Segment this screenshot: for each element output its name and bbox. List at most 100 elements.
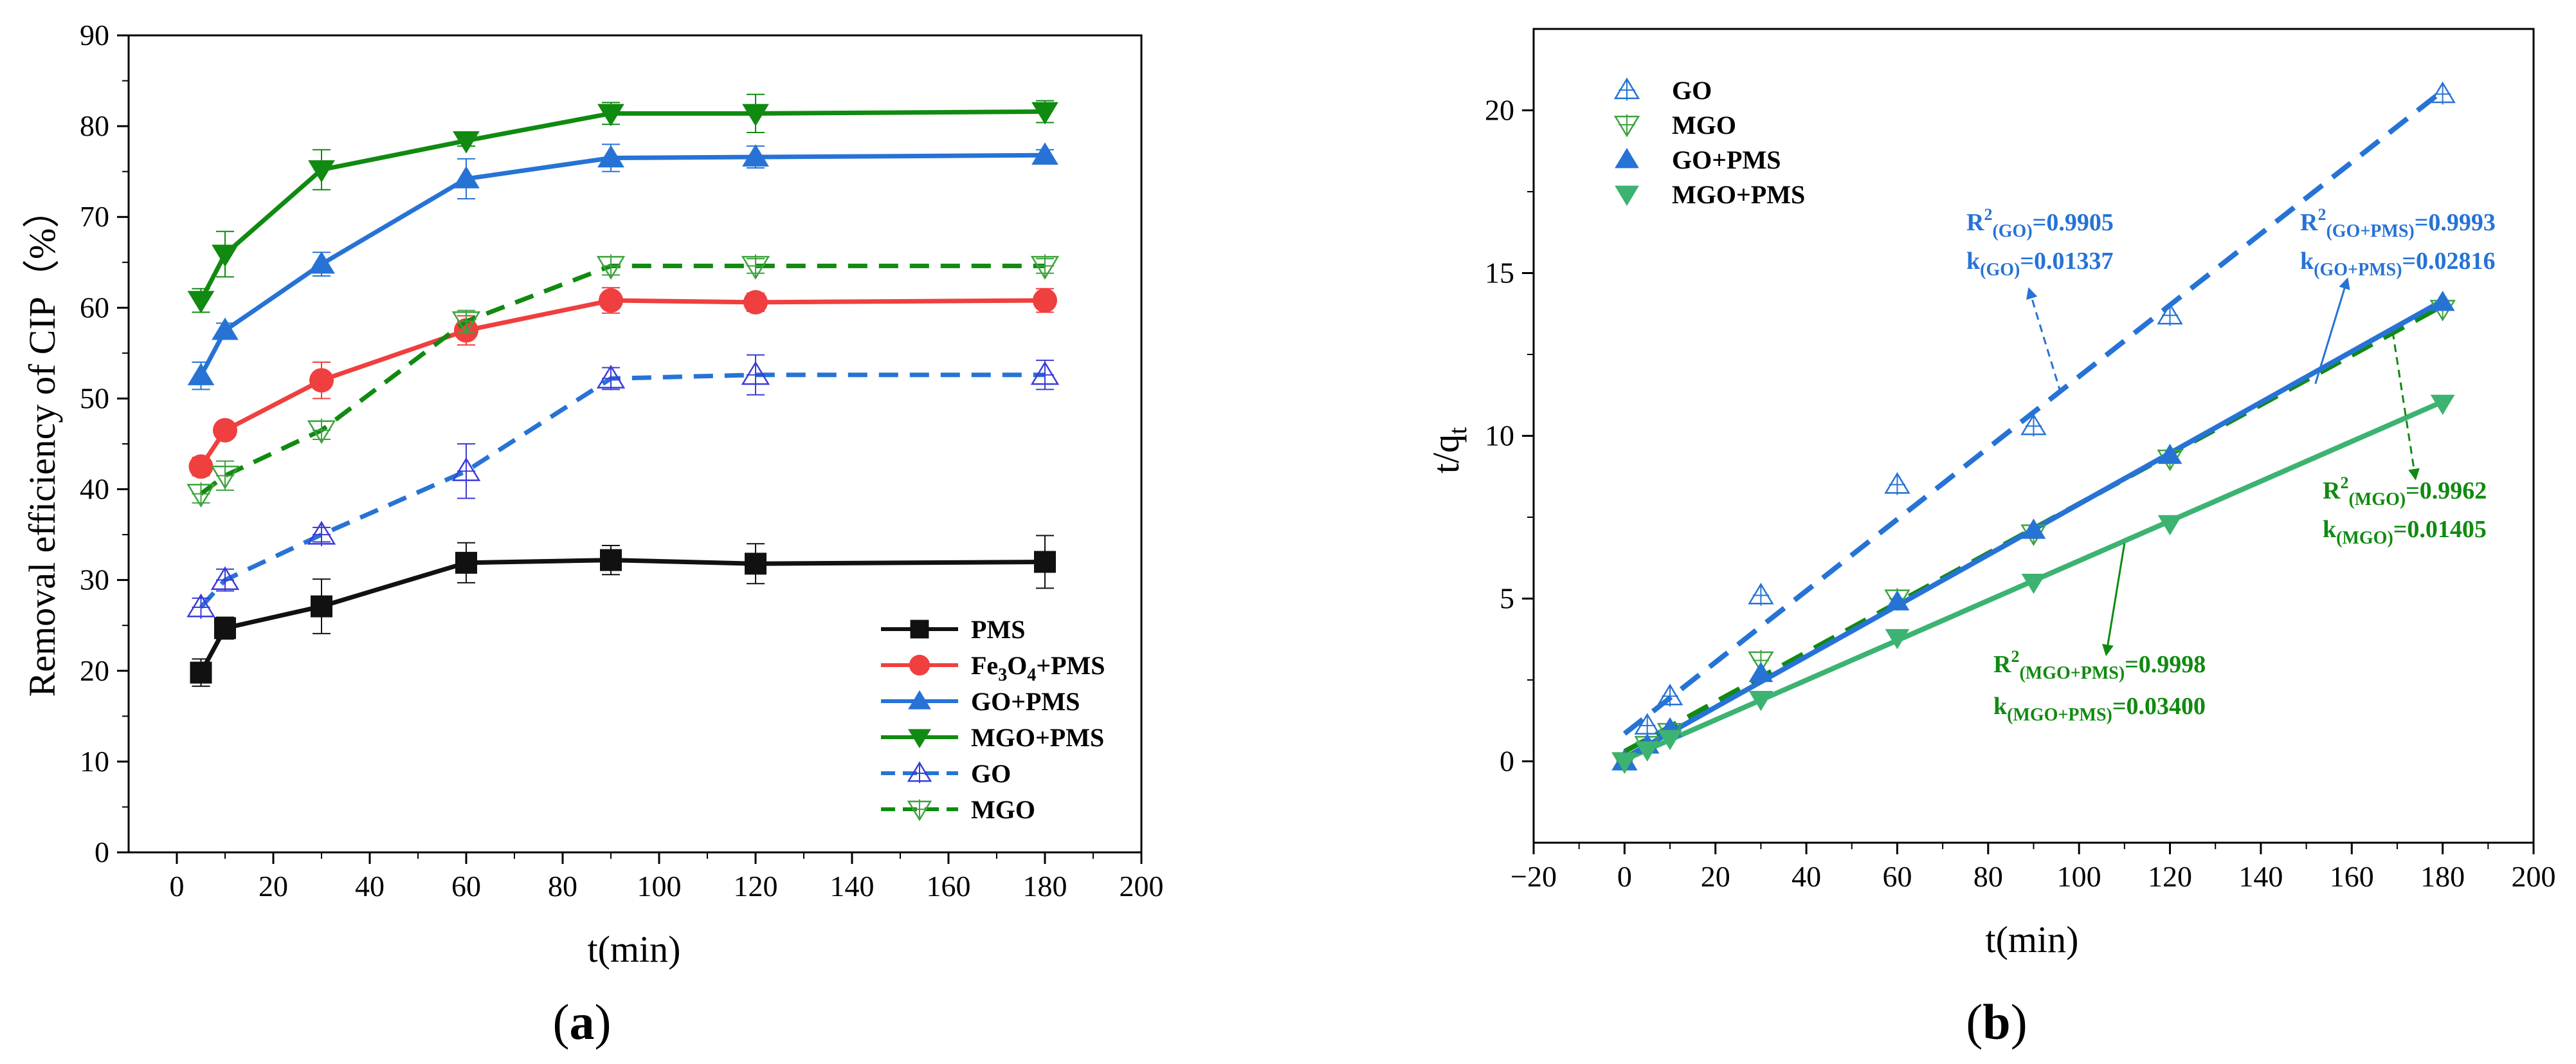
data-point [186,482,215,508]
data-point [2157,443,2182,464]
data-point [210,566,240,592]
x-tick-label: 100 [2057,860,2101,893]
arrow-go [2026,287,2062,394]
data-point [1658,729,1682,751]
data-point [212,244,239,268]
data-point-shape [1748,661,1773,683]
data-point [2430,290,2455,311]
data-point-shape [187,291,215,314]
panel-b-x-axis-title: t(min) [1986,919,2079,960]
x-tick-label: 40 [355,870,385,903]
x-tick-label: 0 [170,870,185,903]
y-tick-label: 0 [95,836,109,868]
data-point [596,254,626,280]
data-point-shape [1658,729,1682,751]
annotation-gopms: R2(GO+PMS)=0.9993 k(GO+PMS)=0.02816 [2300,205,2496,280]
x-tick-label: 200 [2512,860,2556,893]
data-point-shape [308,160,335,183]
y-tick-label: 20 [1485,94,1514,127]
data-point [2157,515,2182,536]
data-point [307,418,336,445]
legend-label: GO+PMS [971,687,1080,716]
panel-a-label: (a) [553,994,612,1050]
panel-b-chart: −20 0 20 40 60 80 100 120 140 160 180 200 0 5 10 15 20 t… [1425,28,2556,1050]
data-point [741,361,770,387]
y-tick-label: 5 [1500,582,1514,615]
legend-label: MGO+PMS [971,723,1104,752]
data-point [213,417,237,443]
data-point-shape [1885,590,1910,610]
data-point [2021,573,2046,594]
x-tick-label: 0 [1617,860,1632,893]
legend-marker [1615,147,1639,169]
annotation-mgopms-k: k(MGO+PMS)=0.03400 [1993,693,2206,725]
data-point [187,363,215,385]
data-point-shape [453,165,480,188]
annotation-mgo-k: k(MGO)=0.01405 [2323,516,2487,548]
x-tick-label: 60 [1882,860,1912,893]
panel-b-legend: GO MGO GO+PMS MGO+PMS [1613,76,1805,209]
data-point-shape [212,317,239,340]
data-point [743,289,768,315]
data-point [214,617,236,639]
fit-line-go [1622,88,2445,736]
y-tick-label: 80 [80,109,109,142]
x-tick-label: 180 [2420,860,2465,893]
data-point [187,291,215,314]
data-point [453,131,480,154]
data-point [597,145,624,168]
series-fe3o4-pms [188,287,1057,479]
data-point [1884,472,1910,495]
panel-b-y-axis-title: t/qt [1425,427,1472,473]
data-point [188,454,213,479]
legend-marker [1615,185,1639,206]
legend-item-mgo-pms: MGO+PMS [881,723,1104,752]
data-point [1034,551,1056,573]
data-point [742,144,769,167]
legend-marker [909,654,930,676]
data-point [600,549,622,571]
y-tick-label: 60 [80,291,109,324]
legend-item-go: GO [881,759,1011,788]
data-point [1885,590,1910,610]
data-point [1033,288,1057,313]
data-point [742,104,769,127]
annotation-mgo-r2: R2(MGO)=0.9962 [2323,473,2487,509]
data-point [307,520,336,547]
data-point-shape [2430,290,2455,311]
legend-label: GO [971,759,1011,788]
series-go [186,354,1060,619]
data-point-shape [1031,142,1058,165]
data-point [451,309,481,335]
series-mgo [186,254,1060,508]
data-point [597,104,624,127]
panel-b-series [1611,81,2456,775]
y-tick-label: 50 [80,381,109,414]
legend-marker-shape [908,690,931,710]
legend-label: Fe3O4+PMS [971,651,1105,685]
y-tick-label: 0 [1500,745,1514,778]
data-point-shape [2430,394,2455,415]
data-point [1748,691,1773,711]
x-tick-label: 120 [734,870,778,903]
data-point [741,254,770,280]
data-point-shape [2157,515,2182,536]
x-tick-label: 160 [927,870,971,903]
legend-marker [907,799,932,821]
data-point-shape [1612,753,1637,773]
data-point-shape [1635,741,1660,762]
legend-label: MGO+PMS [1672,180,1805,209]
data-point [1612,753,1637,773]
y-tick-label: 30 [80,564,109,596]
data-point-shape [597,104,624,127]
annotation-mgopms: R2(MGO+PMS)=0.9998 k(MGO+PMS)=0.03400 [1993,647,2206,725]
data-point-shape [2021,518,2046,539]
legend-marker-shape [1615,185,1639,206]
series-mgo-pms [187,93,1058,314]
data-point [2429,81,2456,105]
data-point-shape [1748,691,1773,711]
data-point [745,553,766,575]
x-tick-label: 40 [1791,860,1821,893]
